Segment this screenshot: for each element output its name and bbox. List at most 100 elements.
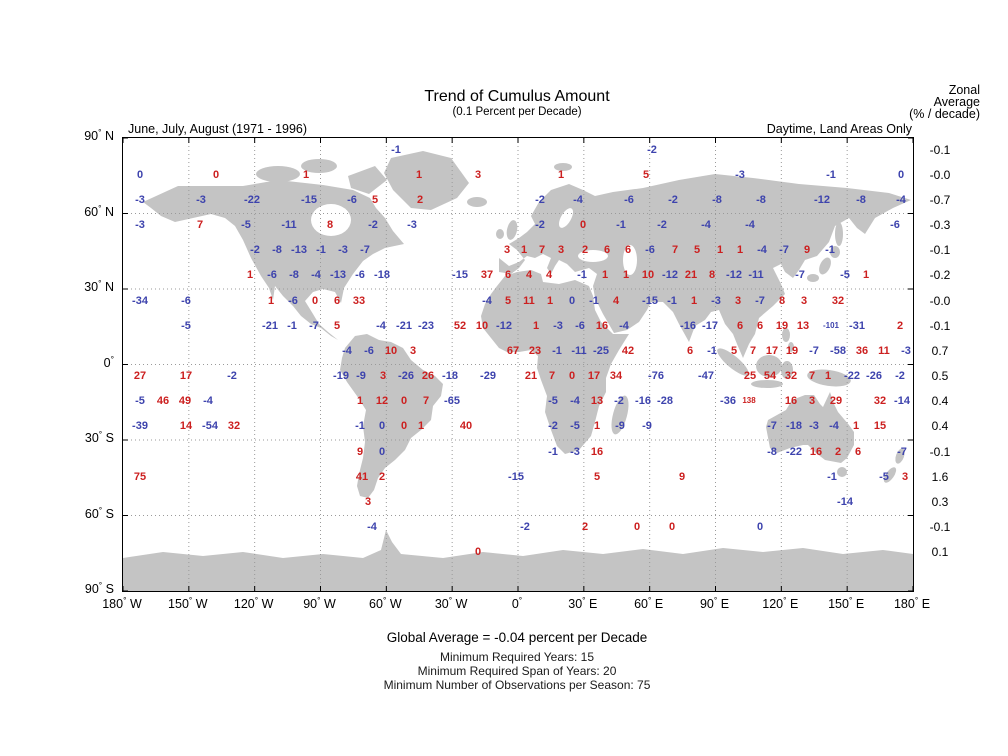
tasmania [837,467,847,477]
trend-value: 49 [178,395,192,408]
trend-value: 2 [834,445,842,458]
trend-value: -2 [614,395,624,408]
trend-value: 3 [808,395,816,408]
trend-value: 7 [538,244,546,257]
trend-value: 1 [852,420,860,433]
trend-value: -34 [132,294,148,307]
trend-value: -4 [203,395,213,408]
degree-symbol: ° [518,594,523,605]
trend-value: -6 [267,269,277,282]
trend-value: -6 [364,344,374,357]
trend-value: -3 [901,344,911,357]
trend-value: -1 [827,470,837,483]
trend-value: -28 [657,395,673,408]
x-axis-tick-label: 180° W [102,594,142,611]
arctic-island [301,159,337,173]
zonal-average-value: -0.1 [929,318,951,333]
trend-value: 23 [528,344,542,357]
trend-value: -58 [830,344,846,357]
trend-value: 8 [326,219,334,232]
trend-value: -1 [616,219,626,232]
britain [506,220,518,240]
trend-value: -1 [552,344,562,357]
degree-symbol: ° [582,594,586,605]
trend-value: -4 [367,521,377,534]
trend-value: 0 [136,168,144,181]
trend-value: 1 [546,294,554,307]
trend-value: 16 [809,445,823,458]
trend-value: -6 [645,244,655,257]
trend-value: 1 [593,420,601,433]
trend-value: -1 [826,168,836,181]
trend-value: 16 [590,445,604,458]
trend-value: 75 [133,470,147,483]
degree-symbol: ° [448,594,453,605]
y-axis-tick-label: 60° N [84,202,114,219]
trend-value: 67 [506,344,520,357]
trend-value: -22 [844,370,860,383]
trend-value: -6 [355,269,365,282]
trend-value: 9 [356,445,364,458]
trend-value: 1 [246,269,254,282]
trend-value: 7 [196,219,204,232]
trend-value: 3 [409,344,417,357]
trend-value: 5 [642,168,650,181]
trend-value: -4 [342,344,352,357]
trend-value: 0 [400,395,408,408]
trend-value: -2 [895,370,905,383]
trend-value: -4 [573,193,583,206]
y-axis-tick-label: 90° N [84,126,114,143]
trend-value: 25 [743,370,757,383]
trend-value: 4 [612,294,620,307]
trend-value: -15 [452,269,468,282]
trend-value: -5 [570,420,580,433]
trend-value: 6 [504,269,512,282]
philippines [782,328,790,342]
antarctica-landmass [123,530,913,591]
arctic-island [256,166,300,182]
trend-value: 10 [384,344,398,357]
trend-value: -19 [333,370,349,383]
trend-value: -15 [508,470,524,483]
trend-value: 9 [678,470,686,483]
trend-value: 5 [504,294,512,307]
trend-value: 1 [601,269,609,282]
trend-value: 34 [609,370,623,383]
trend-value: -4 [376,319,386,332]
y-axis-tick-label: 30° S [84,428,114,445]
trend-value: -9 [356,370,366,383]
zonal-average-value: 0.1 [931,545,949,560]
trend-value: 17 [765,344,779,357]
trend-value: -5 [879,470,889,483]
water-bodies [311,204,637,275]
trend-value: -7 [795,269,805,282]
trend-value: -1 [825,244,835,257]
trend-value: 19 [775,319,789,332]
x-axis-tick-label: 150° W [168,594,208,611]
trend-value: -16 [635,395,651,408]
trend-value: -12 [662,269,678,282]
trend-value: 1 [267,294,275,307]
zonal-average-value: -0.1 [929,444,951,459]
trend-value: 46 [156,395,170,408]
degree-symbol: ° [254,594,259,605]
trend-value: -2 [668,193,678,206]
trend-value: 0 [756,521,764,534]
black-sea [578,250,608,262]
trend-value: -7 [809,344,819,357]
trend-value: -4 [570,395,580,408]
trend-value: 1 [824,370,832,383]
x-axis-tick-label: 30° W [434,594,468,611]
criteria-line-span: Minimum Required Span of Years: 20 [417,664,617,678]
trend-value: -1 [707,344,717,357]
trend-value: -4 [482,294,492,307]
trend-value: -6 [575,319,585,332]
trend-value: 0 [212,168,220,181]
degree-symbol: ° [382,594,387,605]
trend-value: -101 [822,320,839,330]
trend-value: -2 [520,521,530,534]
trend-value: -8 [712,193,722,206]
trend-value: 40 [459,420,473,433]
trend-value: -7 [360,244,370,257]
australia-landmass [766,392,854,463]
